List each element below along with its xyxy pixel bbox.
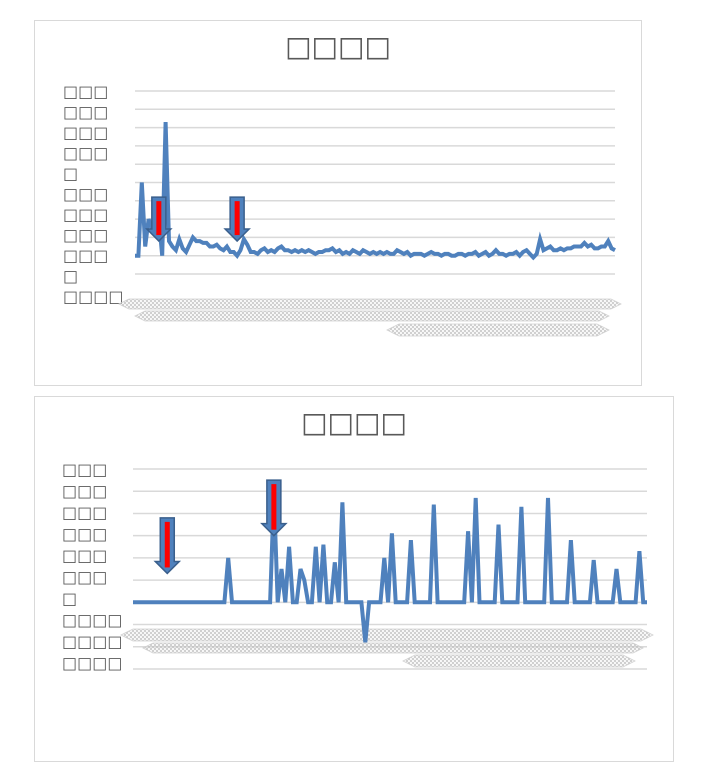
y-label-line: □□□ — [62, 460, 107, 479]
y-label-line: □ — [62, 589, 77, 608]
x-tick-labels — [134, 310, 610, 322]
x-tick-labels — [402, 654, 636, 668]
y-label-line: □□□ — [62, 503, 107, 522]
gridlines — [135, 90, 615, 275]
x-tick-labels — [120, 628, 654, 642]
chart-title: □□□□ — [301, 406, 407, 439]
y-label-line: □□□ — [62, 482, 107, 501]
line-chart-1: □□□□ □□□□□□□□□□□□□□□□□□□□□□□□□□□□□□ — [63, 30, 622, 337]
down-arrow-marker — [145, 196, 173, 243]
y-label-line: □□□□ — [63, 287, 123, 306]
y-label-line: □ — [63, 267, 78, 286]
y-axis-label: □□□□□□□□□□□□□□□□□□□□□□□□□□□□□□□ — [62, 460, 122, 673]
series-line — [133, 493, 647, 643]
plot-area — [133, 479, 647, 643]
y-label-line: □□□ — [62, 568, 107, 587]
chart-panel-1: □□□□ □□□ □□□ □□□ □□□ □ □□□ □□□ □□□ □□□ □ □□□□ — [34, 20, 642, 386]
y-label-line: □□□□ — [62, 611, 122, 630]
series-line — [135, 122, 616, 261]
y-label-line: □□□ — [63, 144, 108, 163]
y-label-line: □□□□ — [62, 632, 122, 651]
line-chart-2: □□□□ □□□□□□□□□□□□□□□□□□□□□□□□□□□□□□□ — [62, 406, 654, 673]
y-axis-label: □□□□□□□□□□□□□□□□□□□□□□□□□□□□□□ — [63, 82, 123, 306]
y-label-line: □□□ — [63, 82, 108, 101]
y-label-line: □□□ — [63, 226, 108, 245]
down-arrow-marker — [260, 479, 288, 537]
x-tick-labels — [142, 642, 644, 654]
chart-panel-2: □□□□ □□□ □□□ □□□ □□□ □□□ □□□ □ □□□□ □□□□ □□□□ — [34, 396, 674, 762]
y-label-line: □□□ — [62, 525, 107, 544]
plot-area — [135, 122, 616, 261]
y-label-line: □□□□ — [62, 654, 122, 673]
x-axis-labels — [118, 298, 622, 337]
down-arrow-marker — [223, 196, 251, 243]
x-axis-labels — [120, 628, 654, 668]
chart-title: □□□□ — [285, 30, 391, 63]
y-label-line: □□□ — [63, 103, 108, 122]
x-tick-labels — [118, 298, 622, 310]
down-arrow-marker — [153, 517, 182, 575]
y-label-line: □□□ — [63, 185, 108, 204]
y-label-line: □□□ — [63, 205, 108, 224]
y-label-line: □□□ — [63, 123, 108, 142]
y-label-line: □ — [63, 164, 78, 183]
y-label-line: □□□ — [63, 246, 108, 265]
x-tick-labels — [386, 323, 610, 337]
y-label-line: □□□ — [62, 546, 107, 565]
